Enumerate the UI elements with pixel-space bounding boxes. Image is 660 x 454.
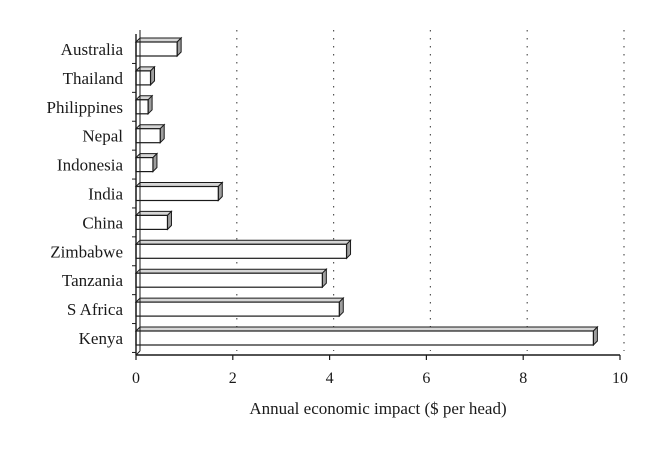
x-tick-label-4: 8 (519, 370, 527, 387)
bar-china (134, 210, 173, 231)
bar-side-face (176, 36, 182, 58)
bar-top-face (134, 210, 173, 216)
x-axis-title: Annual economic impact ($ per head) (249, 399, 506, 418)
bar-nepal (134, 123, 166, 144)
bar-front-face (135, 330, 594, 346)
bar-side-face (147, 94, 153, 116)
bar-top-face (134, 182, 224, 187)
category-labels: Australia Thailand Philippines Nepal Indones… (46, 40, 123, 348)
bar-side-face (150, 65, 156, 87)
bar-kenya (134, 325, 599, 347)
category-label-10: Kenya (79, 329, 124, 348)
category-label-7: Zimbabwe (50, 242, 123, 261)
bar-front-face (135, 41, 178, 57)
category-label-5: India (88, 185, 123, 204)
category-label-6: China (82, 213, 123, 232)
bar-zimbabwe (134, 239, 352, 260)
category-label-9: S Africa (67, 300, 124, 319)
bar-top-face (134, 297, 345, 303)
axis-corner-line (135, 350, 141, 356)
bar-front-face (135, 243, 348, 259)
bar-front-face (135, 99, 149, 115)
bar-s-africa (134, 296, 345, 318)
x-tick-label-3: 6 (422, 370, 430, 387)
bar-side-face (217, 181, 223, 202)
bar-side-face (346, 239, 352, 260)
bar-india (134, 181, 224, 202)
bar-side-face (152, 152, 158, 173)
bar-front-face (135, 70, 152, 86)
bars (134, 36, 599, 347)
bar-australia (134, 36, 183, 58)
bar-front-face (135, 157, 154, 173)
category-label-0: Australia (61, 40, 124, 59)
bar-front-face (135, 301, 340, 317)
category-label-3: Nepal (82, 127, 123, 146)
category-label-4: Indonesia (57, 156, 124, 175)
x-tick-label-2: 4 (326, 370, 334, 387)
bar-front-face (135, 185, 219, 202)
bar-tanzania (134, 267, 328, 289)
x-tick-label-0: 0 (132, 370, 140, 387)
bar-side-face (159, 123, 165, 144)
grid-lines (236, 30, 625, 351)
bar-top-face (134, 239, 352, 245)
bar-side-face (321, 267, 327, 289)
bar-front-face (135, 272, 323, 288)
bar-top-face (134, 268, 328, 274)
axes (132, 30, 621, 360)
bar-front-face (135, 214, 169, 230)
bar-philippines (134, 94, 154, 116)
tick-labels: 0 2 4 6 8 10 (132, 370, 628, 387)
bar-side-face (338, 296, 344, 318)
category-label-2: Philippines (46, 98, 123, 117)
bar-thailand (134, 65, 156, 87)
category-label-8: Tanzania (62, 271, 124, 290)
bar-side-face (166, 210, 172, 231)
x-tick-label-1: 2 (229, 370, 237, 387)
x-tick-label-5: 10 (612, 370, 628, 387)
bar-indonesia (134, 152, 159, 173)
bar-top-face (134, 326, 599, 332)
category-label-1: Thailand (63, 69, 124, 88)
